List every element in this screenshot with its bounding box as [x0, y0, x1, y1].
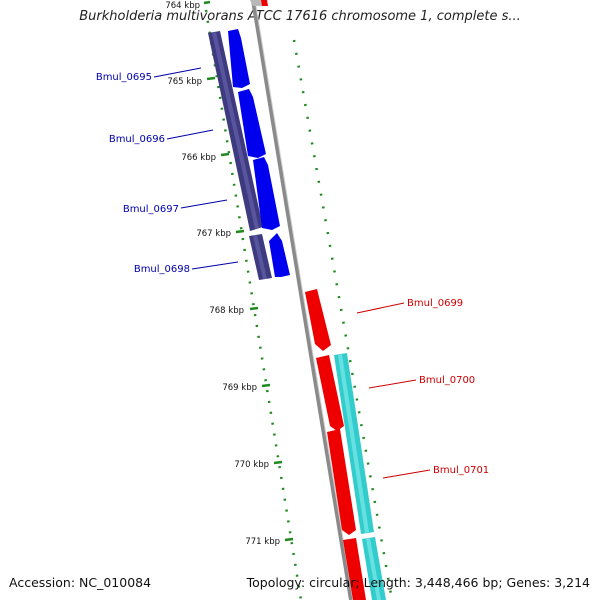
- leader-lines-left: [153, 67, 239, 270]
- gene-arrow-bmul-0696[interactable]: [238, 89, 266, 158]
- reverse-genes: [305, 289, 366, 600]
- tick-label-765: 765 kbp: [167, 77, 202, 87]
- tick-label-768: 768 kbp: [209, 306, 244, 316]
- gene-arrow-bmul-0701[interactable]: [327, 429, 356, 535]
- gene-arrow-bmul-0698[interactable]: [269, 233, 290, 277]
- tick-label-771: 771 kbp: [245, 537, 280, 547]
- tick-label-770: 770 kbp: [234, 460, 269, 470]
- operon-band-left: [208, 31, 272, 280]
- gene-label-bmul-0700[interactable]: Bmul_0700: [419, 375, 475, 386]
- gene-labels-left: Bmul_0695 Bmul_0696 Bmul_0697 Bmul_0698: [96, 72, 190, 275]
- tick-label-769: 769 kbp: [222, 383, 257, 393]
- gene-arrow-bmul-0695[interactable]: [228, 29, 250, 88]
- gene-arrow-bmul-0700[interactable]: [316, 355, 344, 431]
- tick-label-767: 767 kbp: [196, 229, 231, 239]
- tick-labels: 764 kbp 765 kbp 766 kbp 767 kbp 768 kbp …: [165, 1, 280, 547]
- gene-label-bmul-0695[interactable]: Bmul_0695: [96, 72, 152, 83]
- gene-label-bmul-0699[interactable]: Bmul_0699: [407, 298, 463, 309]
- gene-arrow-bottom-partial: [343, 538, 366, 600]
- gene-label-bmul-0697[interactable]: Bmul_0697: [123, 204, 179, 215]
- forward-genes: [228, 29, 290, 277]
- genome-summary: Topology: circular; Length: 3,448,466 bp…: [246, 575, 590, 590]
- tick-marks: [203, 0, 294, 542]
- gene-arrow-bmul-0699[interactable]: [305, 289, 331, 351]
- gene-arrow-bmul-0697[interactable]: [253, 157, 280, 230]
- gc-skew-left-track: [204, 9, 303, 600]
- gene-label-bmul-0701[interactable]: Bmul_0701: [433, 465, 489, 476]
- gene-labels-right: Bmul_0699 Bmul_0700 Bmul_0701: [407, 298, 489, 476]
- gene-label-bmul-0696[interactable]: Bmul_0696: [109, 134, 165, 145]
- operon-band-right: [334, 353, 386, 600]
- tick-label-766: 766 kbp: [181, 153, 216, 163]
- map-title: Burkholderia multivorans ATCC 17616 chro…: [79, 9, 521, 24]
- accession-label: Accession: NC_010084: [9, 575, 152, 590]
- chromosome-backbone: [251, 0, 354, 600]
- leader-lines-right: [356, 302, 431, 479]
- gene-label-bmul-0698[interactable]: Bmul_0698: [134, 264, 190, 275]
- tick-label-764: 764 kbp: [165, 1, 200, 11]
- top-red-feature: [261, 0, 268, 6]
